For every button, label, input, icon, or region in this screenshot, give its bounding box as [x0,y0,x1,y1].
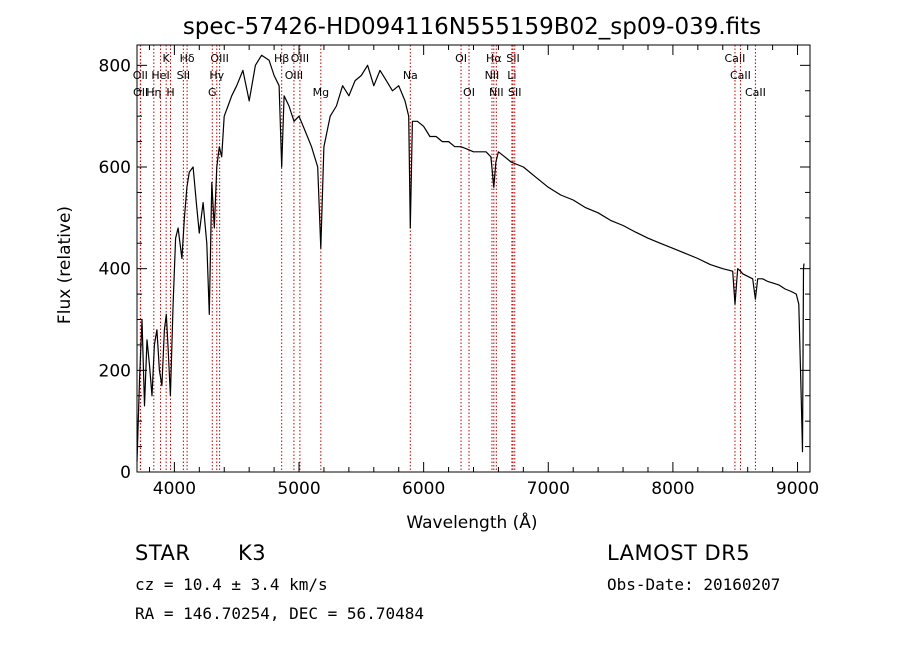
line-marker-label-25: SII [508,86,521,99]
line-marker-label-14: Na [403,69,418,82]
x-tick-label-0: 4000 [153,479,196,499]
x-axis-label: Wavelength (Å) [406,511,537,533]
y-tick-label-4: 800 [99,56,131,76]
object-class: STAR [135,541,191,565]
y-tick-label-3: 600 [99,158,131,178]
x-tick-label-1: 5000 [277,479,320,499]
observation-date: Obs-Date: 20160207 [607,575,781,594]
line-marker-label-24: NII [489,86,504,99]
line-marker-label-15: NII [485,69,500,82]
line-marker-label-6: Hα [486,52,502,65]
line-marker-label-0: Hβ [274,52,289,65]
line-marker-label-2: Hδ [180,52,195,65]
line-marker-label-10: HeI [151,69,169,82]
line-marker-label-13: OIII [285,69,303,82]
y-tick-label-2: 400 [99,260,131,280]
line-marker-label-23: OI [463,86,475,99]
x-tick-label-4: 8000 [651,479,694,499]
spectrum-series [136,54,805,462]
line-marker-label-8: CaII [725,52,746,65]
axis-ticks: 4000 5000 6000 7000 8000 9000 0 200 400 600 800 [99,45,819,499]
x-tick-label-2: 6000 [402,479,445,499]
line-marker-label-21: G [208,86,217,99]
x-tick-label-5: 9000 [776,479,819,499]
line-marker-label-26: CaII [745,86,766,99]
plot-frame [136,44,811,473]
coordinates: RA = 146.70254, DEC = 56.70484 [135,604,424,623]
line-marker-label-16: Li [507,69,516,82]
line-marker-label-22: Mg [313,86,329,99]
line-marker-label-20: H [166,86,174,99]
line-marker-label-17: CaII [730,69,751,82]
line-marker-label-11: SII [177,69,190,82]
redshift-velocity: cz = 10.4 ± 3.4 km/s [135,575,328,594]
line-marker-label-3: OIII [210,52,228,65]
line-marker-label-12: Hγ [209,69,224,82]
line-marker-label-7: SII [506,52,519,65]
x-tick-label-3: 7000 [527,479,570,499]
line-marker-label-19: Hη [146,86,161,99]
chart-title: spec-57426-HD094116N555159B02_sp09-039.f… [183,14,761,40]
line-marker-label-1: K [163,52,171,65]
y-axis-label: Flux (relative) [55,206,75,324]
spectral-subclass: K3 [238,541,267,565]
line-marker-label-4: OIII [291,52,309,65]
y-tick-label-1: 200 [99,361,131,381]
survey-name: LAMOST DR5 [607,541,751,565]
spectrum-line-0 [136,54,805,462]
y-tick-label-0: 0 [120,463,131,483]
line-marker-label-5: OI [455,52,467,65]
